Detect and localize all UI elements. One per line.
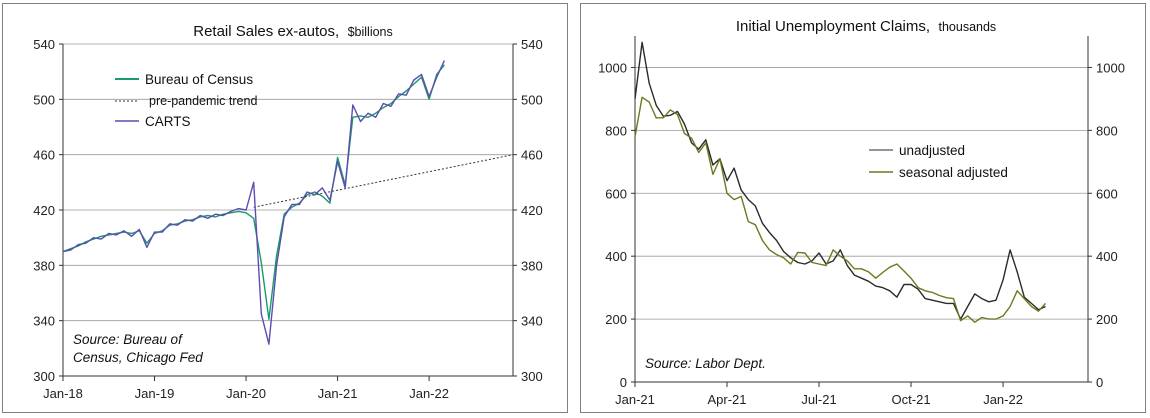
- x-tick-label: Jan-18: [43, 386, 83, 401]
- y-tick-label-right: 0: [1096, 375, 1103, 390]
- y-axis-right: 0 200 400 600 800 1000: [1088, 60, 1125, 390]
- legend: unadjusted seasonal adjusted: [869, 143, 1008, 180]
- legend: Bureau of Census pre-pandemic trend CART…: [115, 72, 257, 129]
- axes: [634, 36, 1089, 383]
- series-lines: [62, 60, 514, 345]
- series-line-seasonal: [634, 96, 1047, 323]
- y-tick-label-left: 400: [605, 249, 627, 264]
- source-line-2: Census, Chicago Fed: [73, 350, 203, 365]
- y-tick-label-left: 800: [605, 123, 627, 138]
- y-tick-label-left: 1000: [598, 60, 627, 75]
- x-axis: Jan-18 Jan-19 Jan-20 Jan-21 Jan-22: [43, 376, 449, 401]
- y-tick-label-right: 420: [521, 203, 543, 218]
- source-line-1: Source: Bureau of: [73, 332, 183, 347]
- x-axis: Jan-21 Apr-21 Jul-21 Oct-21 Jan-22: [615, 382, 1023, 407]
- grid-lines: [63, 43, 513, 322]
- y-tick-label-right: 800: [1096, 123, 1118, 138]
- chart-title-unit: $billions: [348, 25, 393, 39]
- chart-title: Retail Sales ex-autos, $billions: [193, 23, 393, 40]
- chart-title-main: Retail Sales ex-autos,: [193, 23, 339, 40]
- unemployment-claims-panel: Initial Unemployment Claims, thousands 0…: [580, 3, 1146, 413]
- retail-sales-chart: Retail Sales ex-autos, $billions 3003403…: [33, 23, 543, 401]
- series-line-unadjusted: [634, 41, 1046, 320]
- y-tick-label-right: 300: [521, 369, 543, 384]
- y-tick-label-left: 540: [33, 37, 55, 52]
- y-tick-label-left: 300: [33, 369, 55, 384]
- x-tick-label: Jan-20: [226, 386, 266, 401]
- chart-title-unit: thousands: [939, 20, 997, 34]
- y-tick-label-left: 380: [33, 258, 55, 273]
- y-tick-label-right: 1000: [1096, 60, 1125, 75]
- y-tick-label-left: 600: [605, 186, 627, 201]
- y-tick-label-left: 500: [33, 92, 55, 107]
- y-tick-label-right: 500: [521, 92, 543, 107]
- retail-sales-panel: Retail Sales ex-autos, $billions 300 340 3…: [2, 3, 568, 413]
- series-line-trend: [253, 154, 514, 208]
- chart-title-main: Initial Unemployment Claims,: [736, 18, 930, 35]
- y-tick-label-right: 380: [521, 258, 543, 273]
- x-tick-label: Jan-21: [615, 392, 655, 407]
- unemployment-claims-chart: Initial Unemployment Claims, thousands 0…: [598, 18, 1125, 407]
- source-line-1: Source: Labor Dept.: [645, 356, 766, 371]
- chart-title: Initial Unemployment Claims, thousands: [736, 18, 996, 35]
- x-tick-label: Jan-19: [135, 386, 175, 401]
- legend-label-trend: pre-pandemic trend: [149, 94, 257, 108]
- y-tick-label-left: 340: [33, 314, 55, 329]
- y-tick-label-left: 460: [33, 148, 55, 163]
- x-tick-label: Jan-22: [983, 392, 1023, 407]
- x-tick-label: Apr-21: [708, 392, 747, 407]
- legend-label-seasonal: seasonal adjusted: [899, 165, 1008, 180]
- legend-label-unadjusted: unadjusted: [899, 143, 965, 158]
- x-tick-label: Jan-22: [409, 386, 449, 401]
- y-axis-left: 0 200 400 600 800 1000: [598, 60, 635, 390]
- x-tick-label: Oct-21: [892, 392, 931, 407]
- x-tick-label: Jan-21: [318, 386, 358, 401]
- y-axis-left: 300 340 380 420 460 500 540: [33, 37, 63, 384]
- y-tick-label-right: 340: [521, 314, 543, 329]
- y-tick-label-right: 460: [521, 148, 543, 163]
- y-axis-right: 300 340 380 420 460 500 540: [513, 37, 543, 384]
- y-tick-label-right: 400: [1096, 249, 1118, 264]
- y-tick-label-left: 200: [605, 312, 627, 327]
- y-tick-label-right: 200: [1096, 312, 1118, 327]
- series-lines: [634, 41, 1047, 323]
- y-tick-label-right: 600: [1096, 186, 1118, 201]
- y-tick-label-left: 0: [620, 375, 627, 390]
- y-tick-label-right: 540: [521, 37, 543, 52]
- x-tick-label: Jul-21: [801, 392, 836, 407]
- legend-label-carts: CARTS: [145, 114, 191, 129]
- legend-label-census: Bureau of Census: [145, 72, 253, 87]
- series-line-carts: [62, 60, 446, 345]
- y-tick-label-left: 420: [33, 203, 55, 218]
